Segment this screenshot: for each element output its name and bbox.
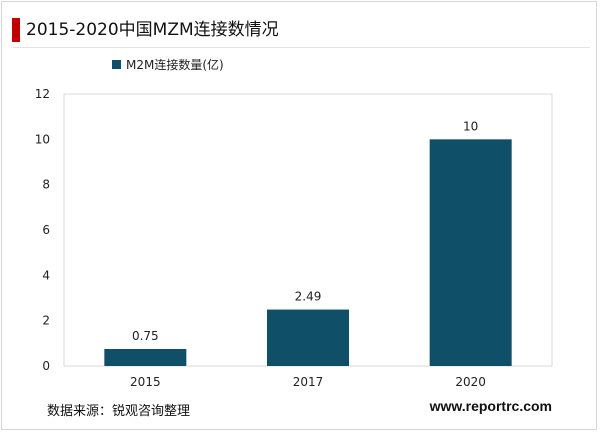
y-axis: 0 2 4 6 8 10 12 [35,87,50,373]
y-tick-label: 10 [35,132,50,146]
y-tick-label: 6 [42,223,50,237]
y-tick-label: 4 [42,268,50,282]
bar-2017 [267,309,349,366]
data-source: 数据来源：锐观咨询整理 [47,404,191,419]
data-labels: 0.75 2.49 10 [132,119,478,343]
y-tick-label: 2 [42,314,50,328]
x-axis: 2015 2017 2020 [130,375,486,389]
y-tick-label: 12 [35,87,50,101]
data-label-2015: 0.75 [132,329,159,343]
bars [104,139,512,366]
bar-2020 [429,139,512,366]
x-tick-label-2017: 2017 [293,375,324,389]
y-tick-label: 8 [42,178,50,192]
y-tick-label: 0 [42,359,50,373]
website-link[interactable]: www.reportrc.com [429,398,552,414]
bar-2015 [104,349,187,366]
legend: M2M连接数量(亿) [112,57,224,72]
data-label-2017: 2.49 [295,290,322,304]
x-tick-label-2020: 2020 [455,375,486,389]
title-accent-bar [12,18,20,42]
title-divider [12,47,590,48]
x-tick-label-2015: 2015 [130,375,161,389]
data-label-2020: 10 [463,119,478,133]
chart-title: 2015-2020中国MZM连接数情况 [26,20,279,40]
legend-swatch [112,60,121,69]
legend-label: M2M连接数量(亿) [126,57,224,72]
